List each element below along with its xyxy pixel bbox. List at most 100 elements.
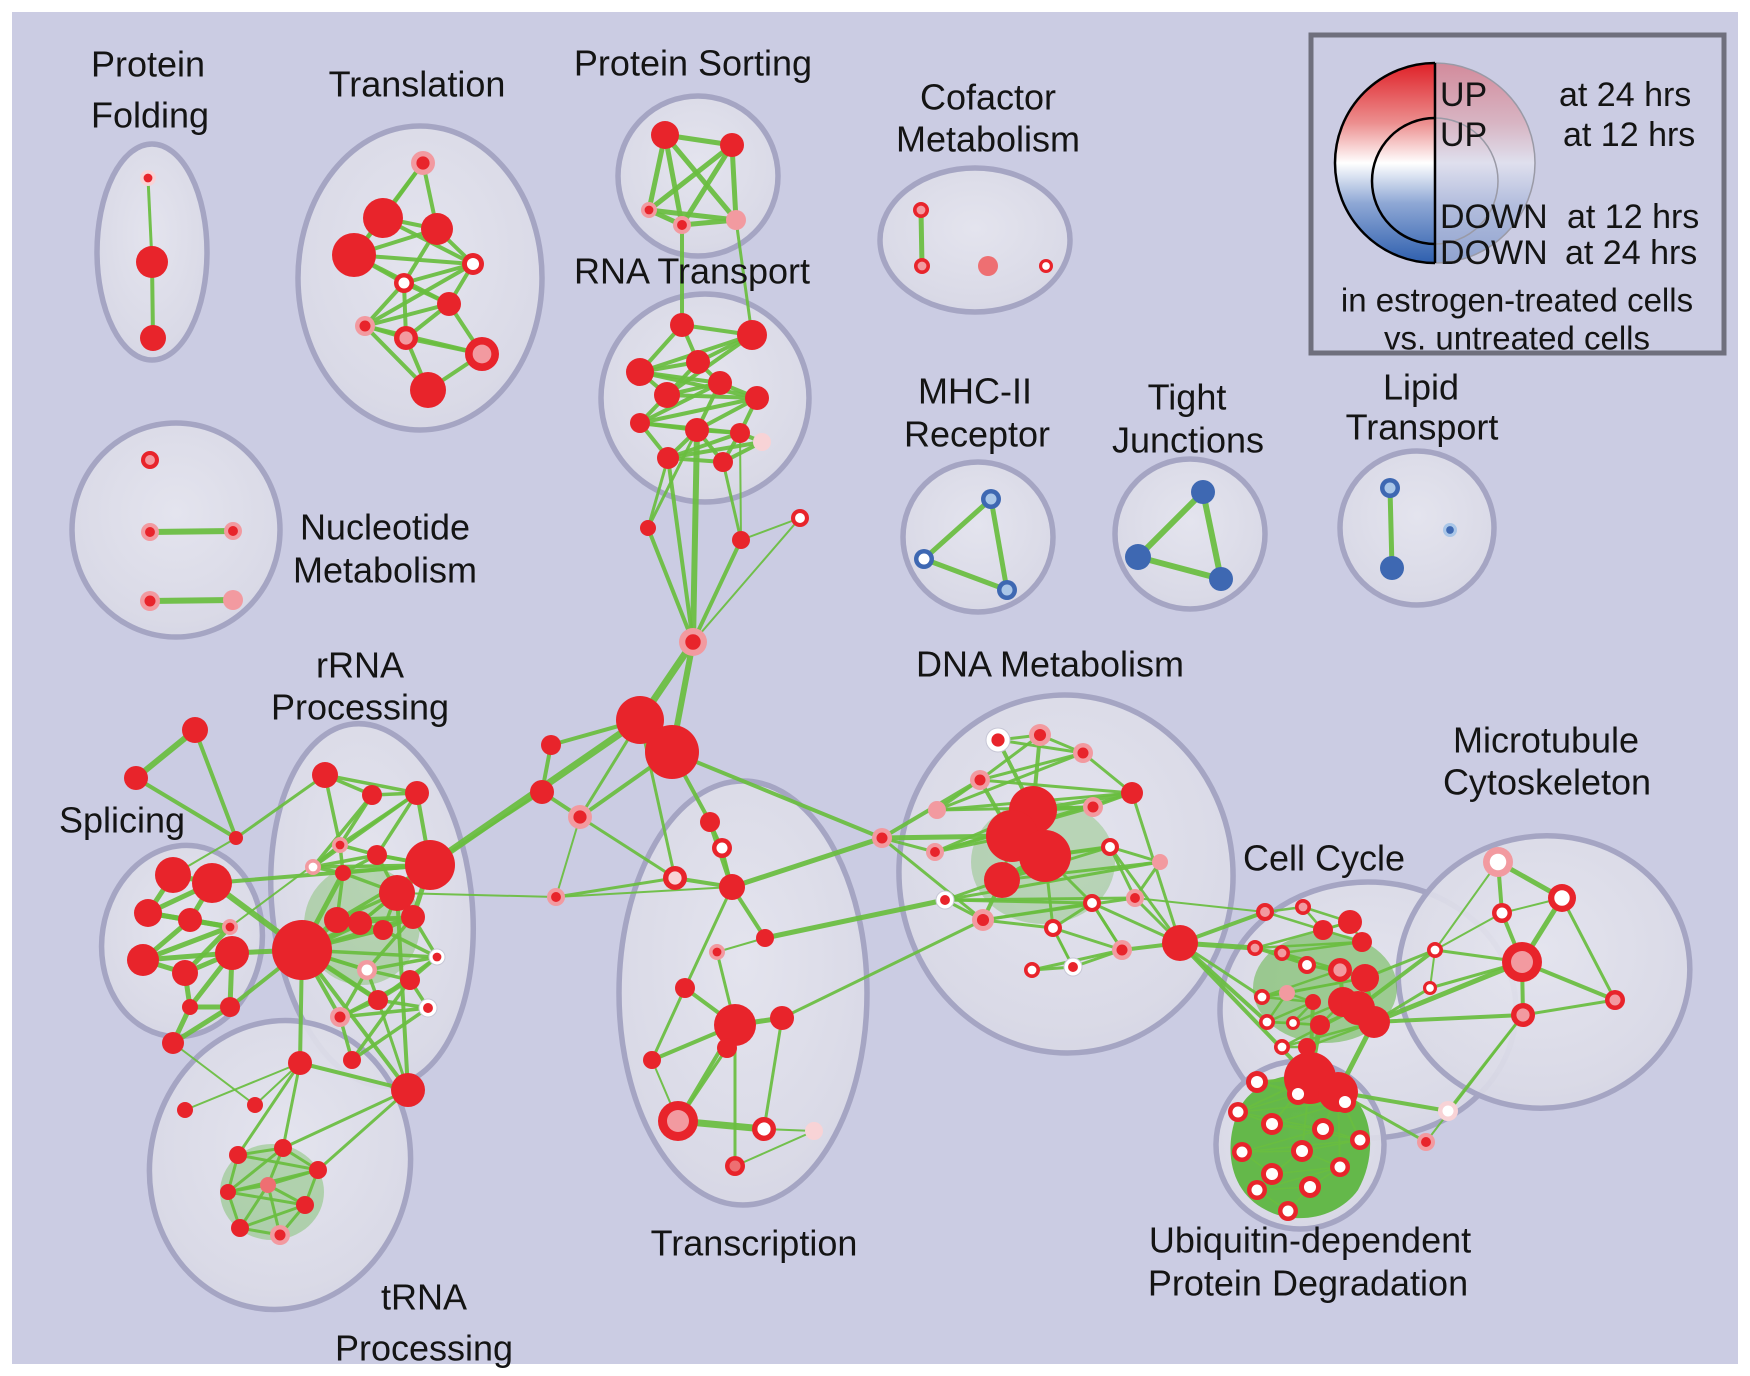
node-rt8-outer-24h bbox=[630, 413, 650, 433]
node-cc22 bbox=[1274, 1039, 1290, 1055]
node-ub14 bbox=[1278, 1201, 1298, 1221]
cluster-label-nucleotide: Metabolism bbox=[293, 550, 477, 591]
node-sp6-outer-24h bbox=[127, 944, 159, 976]
node-tx8 bbox=[714, 1004, 756, 1046]
node-layer bbox=[124, 121, 1625, 1245]
node-mh2 bbox=[914, 549, 934, 569]
cluster-label-rrna: Processing bbox=[271, 687, 449, 728]
node-tn11-inner-12h bbox=[274, 1229, 286, 1241]
node-tx3 bbox=[663, 866, 687, 890]
node-cc5 bbox=[1352, 932, 1372, 952]
edge-rt7-rt8 bbox=[638, 396, 759, 425]
node-dm14 bbox=[1101, 838, 1119, 856]
node-rt9-outer-24h bbox=[685, 418, 709, 442]
node-tx15-outer-24h bbox=[643, 1051, 661, 1069]
edge-ub6-ub8 bbox=[1241, 1128, 1324, 1153]
node-rr8 bbox=[405, 840, 455, 890]
node-tn9-outer-24h bbox=[296, 1196, 314, 1214]
edge-c1-tx4 bbox=[555, 886, 733, 898]
node-tx14 bbox=[725, 1156, 745, 1176]
node-tr10 bbox=[465, 337, 499, 371]
node-rr13-outer-24h bbox=[401, 905, 425, 929]
node-sp11-outer-24h bbox=[162, 1032, 184, 1054]
node-rr18 bbox=[400, 970, 420, 990]
node-rr6-outer-24h bbox=[367, 845, 387, 865]
node-dm20 bbox=[1044, 919, 1062, 937]
legend-glyph-outer-ring bbox=[1333, 61, 1435, 265]
node-rr20 bbox=[418, 998, 438, 1018]
node-rr9 bbox=[379, 875, 415, 911]
node-nm3 bbox=[224, 522, 242, 540]
cluster-label-splicing: Splicing bbox=[59, 800, 185, 841]
node-h2-outer-24h bbox=[645, 725, 699, 779]
edge-rr12-rr15 bbox=[381, 928, 439, 959]
cluster-lipid-ellipse bbox=[1337, 448, 1497, 608]
node-rt6 bbox=[708, 371, 732, 395]
node-rr1 bbox=[312, 762, 338, 788]
edge-rr1-rr3 bbox=[323, 773, 419, 795]
node-ub11 bbox=[1330, 1157, 1350, 1177]
node-tn10 bbox=[231, 1219, 249, 1237]
node-tr11 bbox=[410, 372, 446, 408]
node-dm24-outer-24h bbox=[1162, 925, 1198, 961]
node-sp1-outer-24h bbox=[155, 857, 191, 893]
node-cc10-outer-24h bbox=[1351, 964, 1379, 992]
node-x1 bbox=[679, 628, 707, 656]
node-rr14 bbox=[272, 920, 332, 980]
node-tx8-outer-24h bbox=[714, 1004, 756, 1046]
node-tr1 bbox=[411, 151, 435, 175]
node-cc14-inner-12h bbox=[1262, 1017, 1272, 1027]
node-mt9-inner-12h bbox=[1442, 1105, 1454, 1117]
node-lp3 bbox=[1443, 523, 1457, 537]
node-tn8 bbox=[260, 1177, 276, 1193]
node-tr1-inner-12h bbox=[416, 156, 430, 170]
node-rt1 bbox=[670, 313, 694, 337]
node-ub11-inner-12h bbox=[1334, 1161, 1346, 1173]
node-rr2 bbox=[362, 785, 382, 805]
node-dm6-outer-24h bbox=[1121, 782, 1143, 804]
cluster-tight-ellipse bbox=[1112, 456, 1268, 612]
node-x4 bbox=[640, 520, 656, 536]
node-g2-outer-24h bbox=[124, 766, 148, 790]
node-cc14 bbox=[1259, 1014, 1275, 1030]
cluster-label-microtubule: Microtubule bbox=[1453, 720, 1639, 761]
node-tr3 bbox=[421, 213, 453, 245]
node-ub5 bbox=[1261, 1113, 1283, 1135]
node-sp1 bbox=[155, 857, 191, 893]
edge-h2-dm8 bbox=[670, 750, 884, 840]
node-dm24 bbox=[1162, 925, 1198, 961]
legend-glyph-outer-circle bbox=[1335, 63, 1435, 263]
node-ub3 bbox=[1334, 1091, 1356, 1113]
node-dm12 bbox=[1019, 830, 1071, 882]
node-cf1-inner-12h bbox=[916, 205, 926, 215]
node-ub4 bbox=[1228, 1102, 1248, 1122]
node-g3 bbox=[229, 831, 243, 845]
node-tx13 bbox=[805, 1122, 823, 1140]
node-tx10 bbox=[717, 1038, 737, 1058]
node-cf1 bbox=[913, 202, 929, 218]
node-cf3 bbox=[978, 256, 998, 276]
node-g1 bbox=[182, 717, 208, 743]
node-nm1-inner-12h bbox=[145, 455, 155, 465]
node-cf2-inner-12h bbox=[917, 261, 927, 271]
node-sp3 bbox=[134, 899, 162, 927]
edge-tn2-tn1 bbox=[184, 1062, 301, 1111]
node-tr9-inner-12h bbox=[399, 331, 413, 345]
node-sp7 bbox=[172, 960, 198, 986]
edge-rr21-tn1 bbox=[298, 1061, 410, 1092]
legend-direction-label-2: DOWN bbox=[1440, 198, 1548, 236]
node-ps4 bbox=[673, 216, 691, 234]
cluster-label-lipid: Lipid bbox=[1383, 367, 1459, 408]
node-cc4-outer-24h bbox=[1338, 910, 1362, 934]
node-rr17-outer-24h bbox=[368, 990, 388, 1010]
cluster-label-protein-folding: Folding bbox=[91, 95, 209, 136]
node-cc16-outer-24h bbox=[1310, 1015, 1330, 1035]
node-dm7-inner-12h bbox=[1087, 801, 1099, 813]
node-mh3-inner-12h bbox=[1001, 584, 1013, 596]
node-rr11 bbox=[348, 911, 372, 935]
node-cc7 bbox=[1274, 945, 1290, 961]
node-mh1 bbox=[981, 489, 1001, 509]
legend-note-1: vs. untreated cells bbox=[1384, 320, 1650, 357]
node-rr15-inner-12h bbox=[432, 952, 442, 962]
node-rt7-outer-24h bbox=[745, 386, 769, 410]
